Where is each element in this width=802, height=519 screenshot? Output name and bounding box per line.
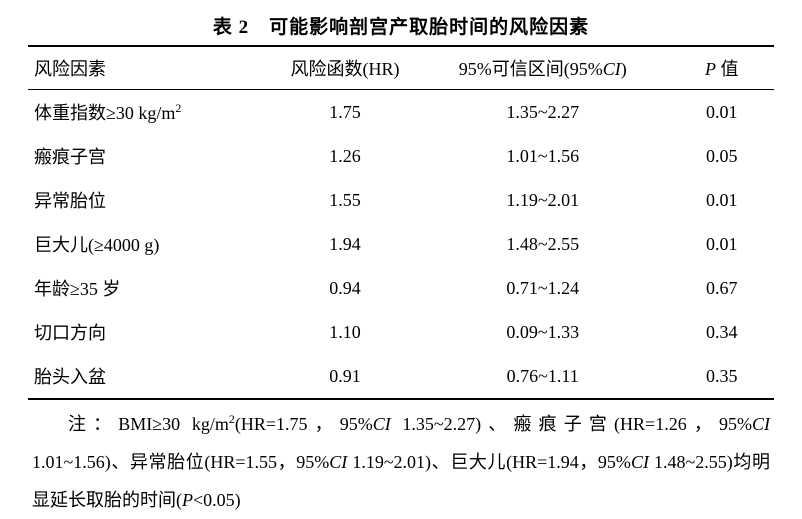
cell-p: 0.35 xyxy=(670,354,774,399)
table-row: 切口方向 1.10 0.09~1.33 0.34 xyxy=(28,310,774,354)
table-row: 巨大儿(≥4000 g) 1.94 1.48~2.55 0.01 xyxy=(28,222,774,266)
cell-factor: 胎头入盆 xyxy=(28,354,274,399)
cell-hr: 1.94 xyxy=(274,222,416,266)
col-header-ci: 95%可信区间(95%CI) xyxy=(416,46,670,90)
table-title: 表 2 可能影响剖宫产取胎时间的风险因素 xyxy=(28,12,774,39)
table-row: 瘢痕子宫 1.26 1.01~1.56 0.05 xyxy=(28,134,774,178)
cell-hr: 1.75 xyxy=(274,90,416,135)
cell-ci: 0.09~1.33 xyxy=(416,310,670,354)
table-row: 体重指数≥30 kg/m2 1.75 1.35~2.27 0.01 xyxy=(28,90,774,135)
cell-ci: 1.01~1.56 xyxy=(416,134,670,178)
cell-hr: 0.91 xyxy=(274,354,416,399)
cell-ci: 0.71~1.24 xyxy=(416,266,670,310)
cell-hr: 1.26 xyxy=(274,134,416,178)
cell-ci: 0.76~1.11 xyxy=(416,354,670,399)
cell-p: 0.01 xyxy=(670,90,774,135)
table-row: 胎头入盆 0.91 0.76~1.11 0.35 xyxy=(28,354,774,399)
cell-factor: 瘢痕子宫 xyxy=(28,134,274,178)
cell-p: 0.01 xyxy=(670,222,774,266)
cell-hr: 0.94 xyxy=(274,266,416,310)
table-row: 异常胎位 1.55 1.19~2.01 0.01 xyxy=(28,178,774,222)
col-header-p: P 值 xyxy=(670,46,774,90)
cell-p: 0.34 xyxy=(670,310,774,354)
cell-p: 0.01 xyxy=(670,178,774,222)
table-body: 体重指数≥30 kg/m2 1.75 1.35~2.27 0.01 瘢痕子宫 1… xyxy=(28,90,774,400)
col-header-factor: 风险因素 xyxy=(28,46,274,90)
cell-factor: 切口方向 xyxy=(28,310,274,354)
cell-factor: 巨大儿(≥4000 g) xyxy=(28,222,274,266)
cell-factor: 异常胎位 xyxy=(28,178,274,222)
cell-factor: 体重指数≥30 kg/m2 xyxy=(28,90,274,135)
table-row: 年龄≥35 岁 0.94 0.71~1.24 0.67 xyxy=(28,266,774,310)
cell-hr: 1.10 xyxy=(274,310,416,354)
cell-p: 0.67 xyxy=(670,266,774,310)
cell-ci: 1.19~2.01 xyxy=(416,178,670,222)
cell-hr: 1.55 xyxy=(274,178,416,222)
cell-ci: 1.35~2.27 xyxy=(416,90,670,135)
risk-factors-table: 风险因素 风险函数(HR) 95%可信区间(95%CI) P 值 体重指数≥30… xyxy=(28,45,774,400)
table-header-row: 风险因素 风险函数(HR) 95%可信区间(95%CI) P 值 xyxy=(28,46,774,90)
table-footnote: 注：BMI≥30 kg/m2(HR=1.75，95%CI 1.35~2.27)、… xyxy=(28,406,774,519)
cell-factor: 年龄≥35 岁 xyxy=(28,266,274,310)
col-header-hr: 风险函数(HR) xyxy=(274,46,416,90)
cell-p: 0.05 xyxy=(670,134,774,178)
cell-ci: 1.48~2.55 xyxy=(416,222,670,266)
